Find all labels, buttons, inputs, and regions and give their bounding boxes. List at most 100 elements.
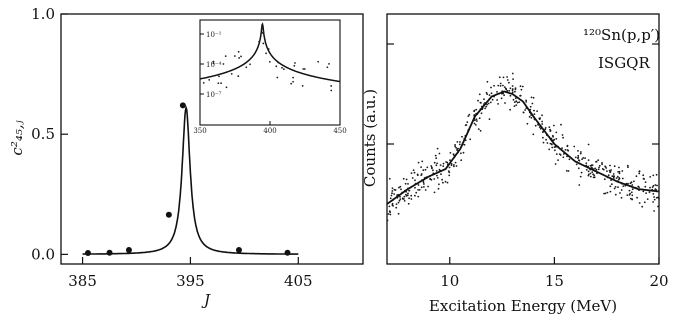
right-data-point	[575, 163, 578, 166]
right-data-point	[408, 189, 410, 192]
right-data-point	[638, 170, 641, 173]
right-data-point	[621, 177, 624, 180]
right-data-point	[399, 198, 402, 201]
right-data-point	[508, 81, 510, 84]
right-data-point	[433, 178, 436, 180]
right-data-point	[541, 120, 543, 123]
right-data-point	[433, 161, 436, 164]
right-data-point	[473, 110, 475, 113]
left-data-point	[84, 249, 91, 256]
right-data-point	[643, 201, 646, 204]
right-data-point	[620, 196, 623, 199]
right-data-point	[621, 170, 624, 172]
right-data-point	[453, 165, 455, 168]
right-data-point	[545, 138, 547, 141]
inset-data-point	[218, 75, 220, 78]
right-data-point	[426, 166, 429, 169]
right-data-point	[389, 197, 392, 200]
right-data-point	[530, 116, 533, 119]
right-data-point	[603, 178, 606, 181]
right-data-point	[642, 174, 645, 177]
left-y-tick-label: 0.0	[31, 245, 55, 263]
right-data-point	[618, 172, 621, 175]
right-tick-labels: 10 15 20	[440, 272, 668, 290]
right-data-point	[506, 79, 509, 81]
right-data-point	[591, 171, 594, 174]
inset-y-tick-label: 10⁻⁴	[206, 61, 222, 69]
right-data-point	[514, 90, 516, 93]
right-data-point	[399, 195, 401, 198]
right-data-point	[490, 92, 493, 95]
right-data-point	[651, 186, 654, 189]
right-data-point	[573, 145, 576, 148]
right-x-tick-label: 20	[649, 272, 668, 290]
right-data-point	[597, 159, 600, 162]
right-data-point	[389, 213, 392, 216]
right-data-point	[618, 177, 621, 179]
right-data-point	[636, 196, 638, 199]
inset-data-point	[212, 60, 215, 63]
right-data-point	[622, 185, 625, 188]
right-data-point	[458, 143, 461, 146]
inset-data-point	[294, 62, 296, 64]
right-data-point	[442, 162, 445, 165]
right-data-point	[638, 186, 640, 189]
right-data-point	[630, 191, 633, 194]
left-x-tick-label: 405	[284, 272, 313, 290]
right-data-point	[595, 168, 598, 171]
inset-tick-labels: 350 400 450 10⁻¹ 10⁻⁴ 10⁻⁷	[193, 31, 346, 135]
right-data-point	[533, 109, 535, 112]
right-data-point	[631, 194, 634, 197]
right-data-point	[578, 159, 581, 162]
right-data-point	[564, 149, 567, 151]
right-data-point	[568, 158, 571, 161]
right-fit-curve	[386, 90, 660, 205]
right-x-tick-label: 10	[440, 272, 459, 290]
right-data-point	[513, 101, 516, 103]
right-data-point	[499, 82, 502, 85]
right-data-point	[554, 149, 556, 152]
right-data-point	[604, 165, 606, 168]
inset-data-point	[330, 85, 333, 87]
inset-data-point	[208, 79, 211, 81]
right-data-point	[463, 143, 466, 146]
right-data-point	[454, 145, 456, 148]
right-data-point	[505, 88, 507, 90]
right-data-point	[442, 181, 444, 184]
inset-data-point	[260, 27, 263, 30]
right-data-point	[386, 219, 389, 222]
right-data-point	[453, 164, 455, 166]
right-data-point	[475, 108, 478, 111]
right-data-point	[627, 166, 629, 169]
right-data-point	[417, 161, 420, 164]
right-data-point	[538, 117, 541, 120]
right-data-point	[597, 168, 600, 171]
right-data-point	[515, 104, 518, 106]
right-data-point	[558, 153, 561, 156]
right-data-point	[479, 129, 482, 132]
inset-data-points	[202, 27, 333, 92]
left-fit-curve	[82, 105, 299, 255]
right-data-point	[657, 196, 659, 199]
right-data-point	[423, 183, 425, 185]
right-data-point	[456, 141, 459, 143]
right-data-point	[488, 118, 491, 120]
inset-data-point	[303, 68, 306, 70]
right-data-point	[433, 191, 436, 194]
right-data-point	[436, 147, 439, 150]
right-data-point	[551, 146, 554, 149]
inset-data-point	[237, 75, 240, 78]
right-data-point	[577, 150, 579, 152]
right-data-point	[502, 84, 504, 87]
right-data-point	[450, 164, 453, 167]
right-data-point	[536, 110, 538, 112]
right-data-point	[435, 164, 438, 167]
right-data-point	[431, 166, 433, 169]
right-data-point	[480, 102, 482, 104]
right-data-point	[450, 163, 453, 165]
right-data-point	[478, 93, 481, 96]
right-data-point	[580, 171, 583, 174]
right-data-point	[562, 136, 564, 139]
right-data-point	[448, 166, 451, 169]
